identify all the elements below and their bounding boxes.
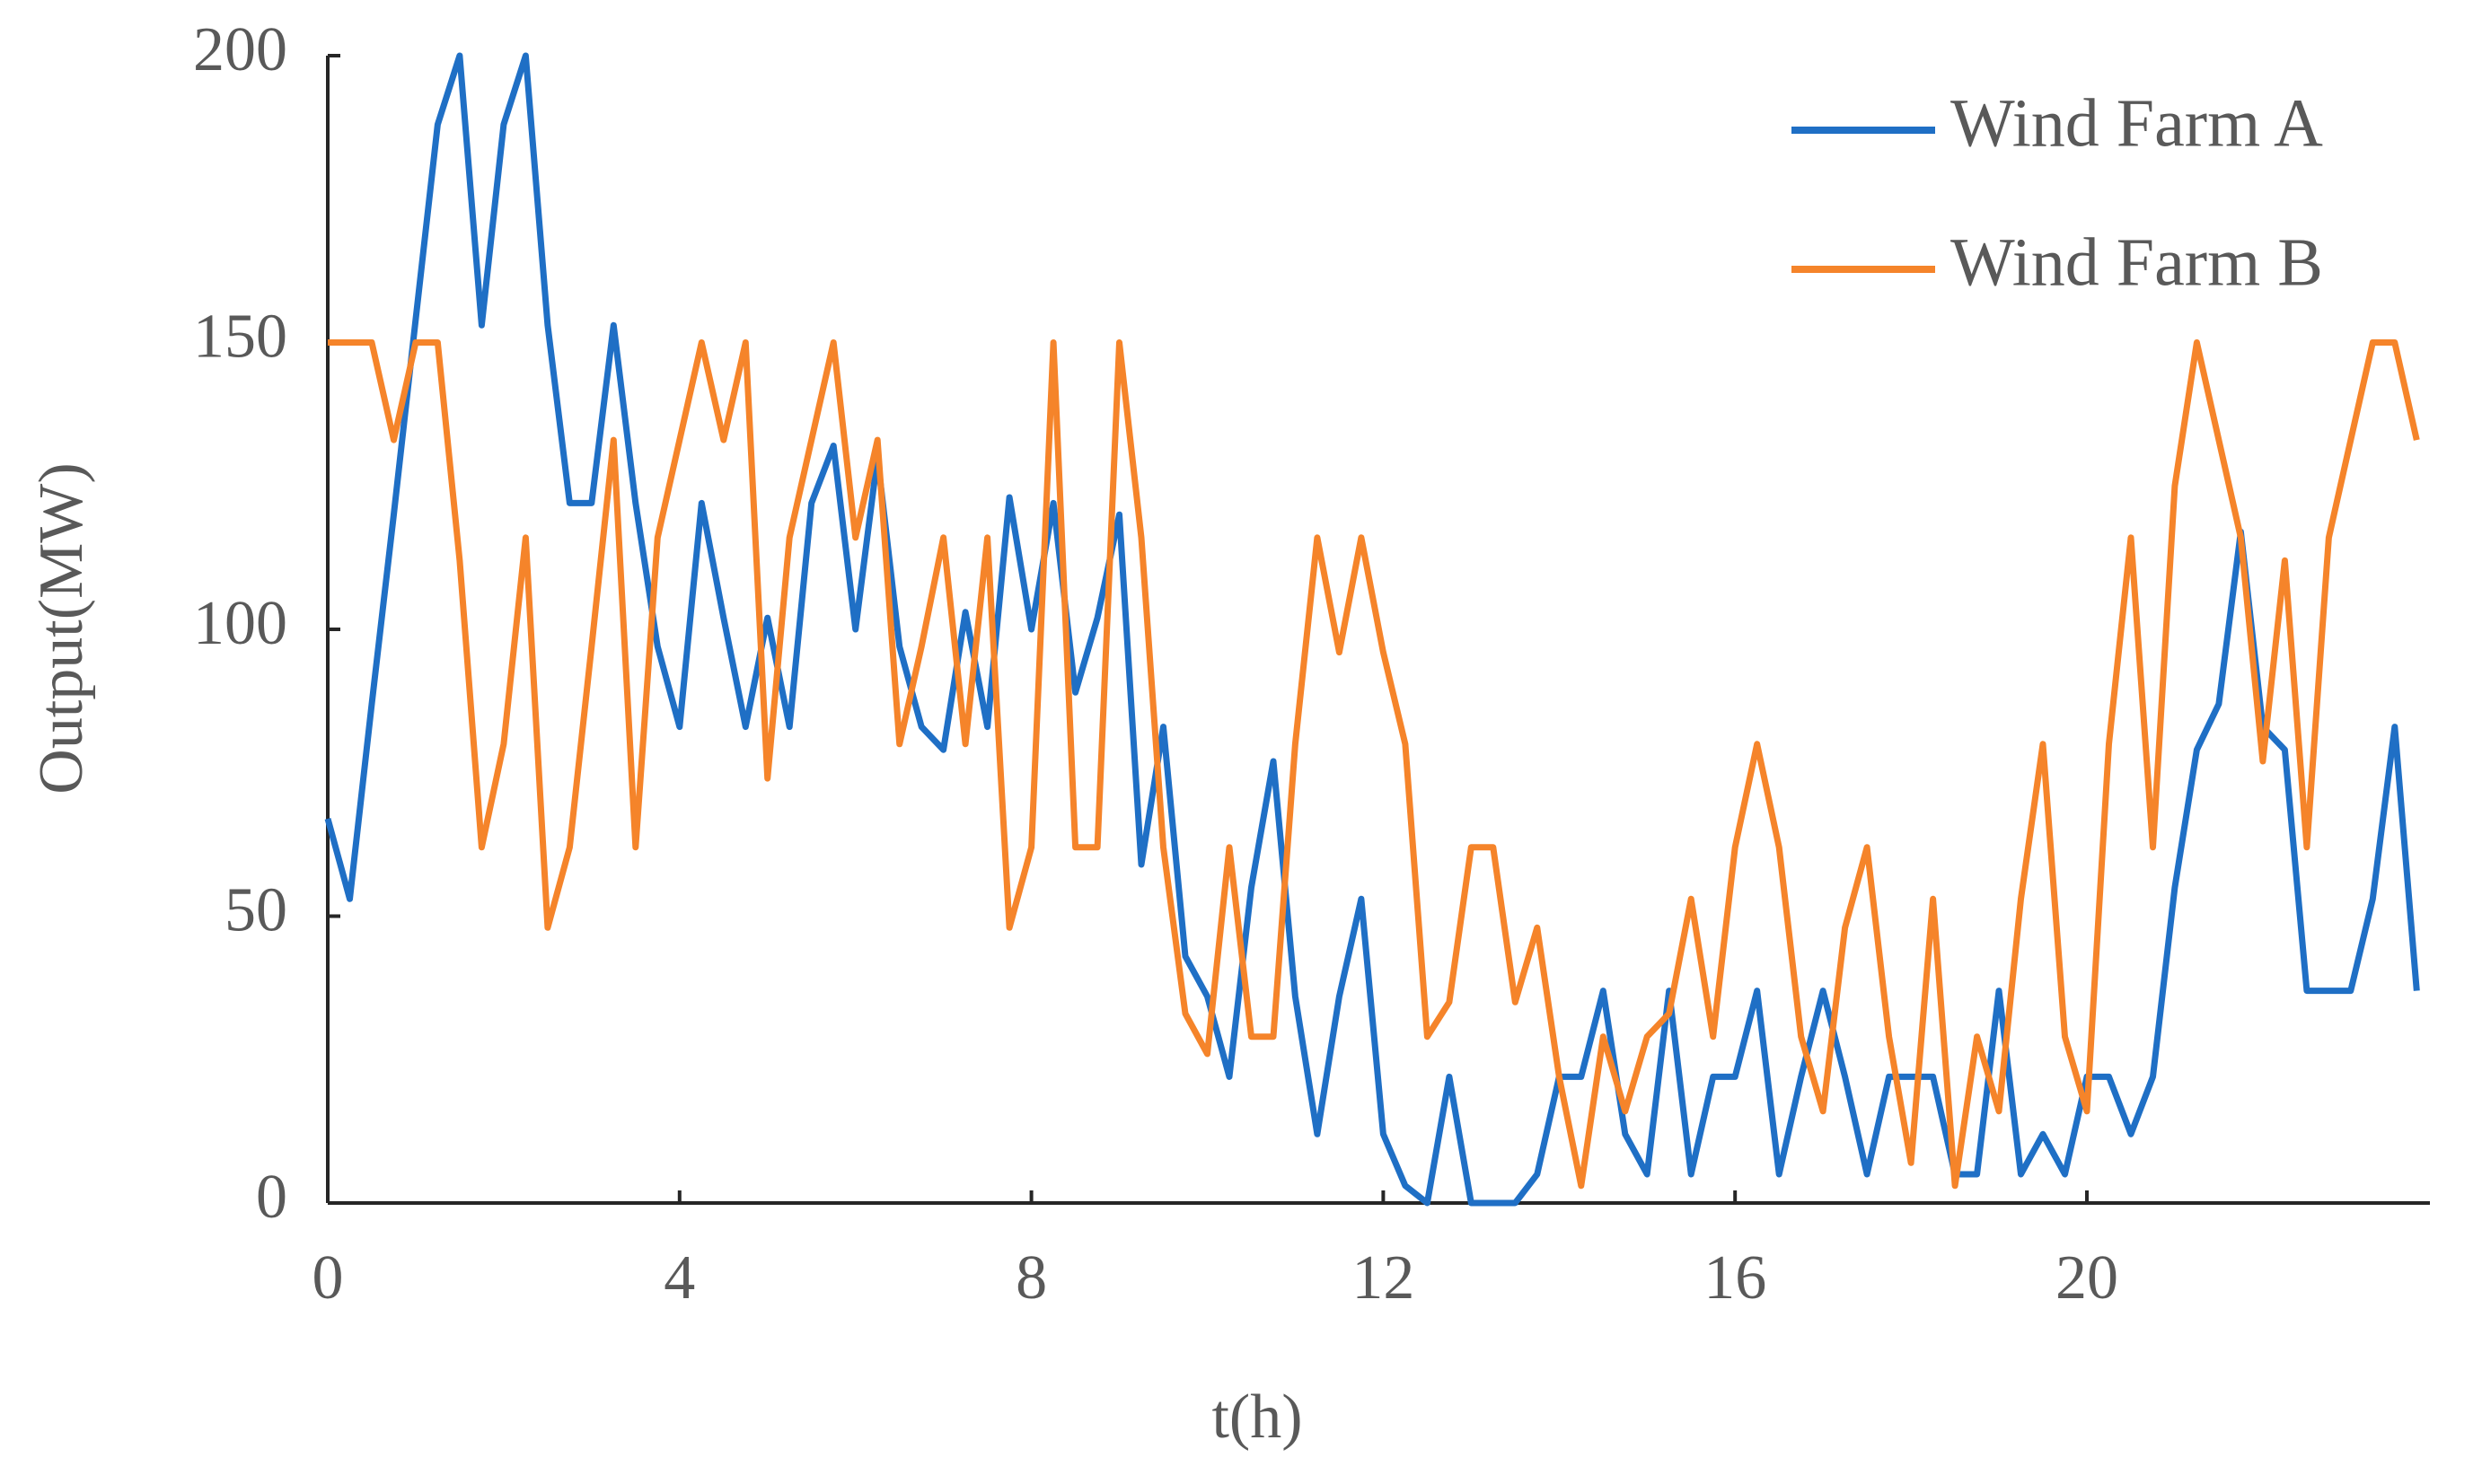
y-axis-label: Output(MW) xyxy=(27,462,96,794)
x-tick-label: 8 xyxy=(1016,1243,1047,1313)
y-tick-label: 0 xyxy=(256,1163,287,1232)
legend-label: Wind Farm B xyxy=(1950,224,2323,300)
y-tick-label: 150 xyxy=(193,303,287,372)
x-tick-label: 4 xyxy=(664,1243,695,1313)
x-tick-label: 16 xyxy=(1703,1243,1766,1313)
y-tick-label: 200 xyxy=(193,15,287,84)
series-line xyxy=(328,339,2420,1190)
x-tick-label: 0 xyxy=(312,1243,344,1313)
x-axis-label: t(h) xyxy=(1211,1383,1302,1452)
x-tick-label: 20 xyxy=(2055,1243,2118,1313)
series-line xyxy=(324,52,2420,1207)
y-tick-label: 100 xyxy=(193,589,287,658)
legend-label: Wind Farm A xyxy=(1950,85,2323,161)
y-tick-label: 50 xyxy=(224,876,287,945)
x-tick-label: 12 xyxy=(1351,1243,1414,1313)
